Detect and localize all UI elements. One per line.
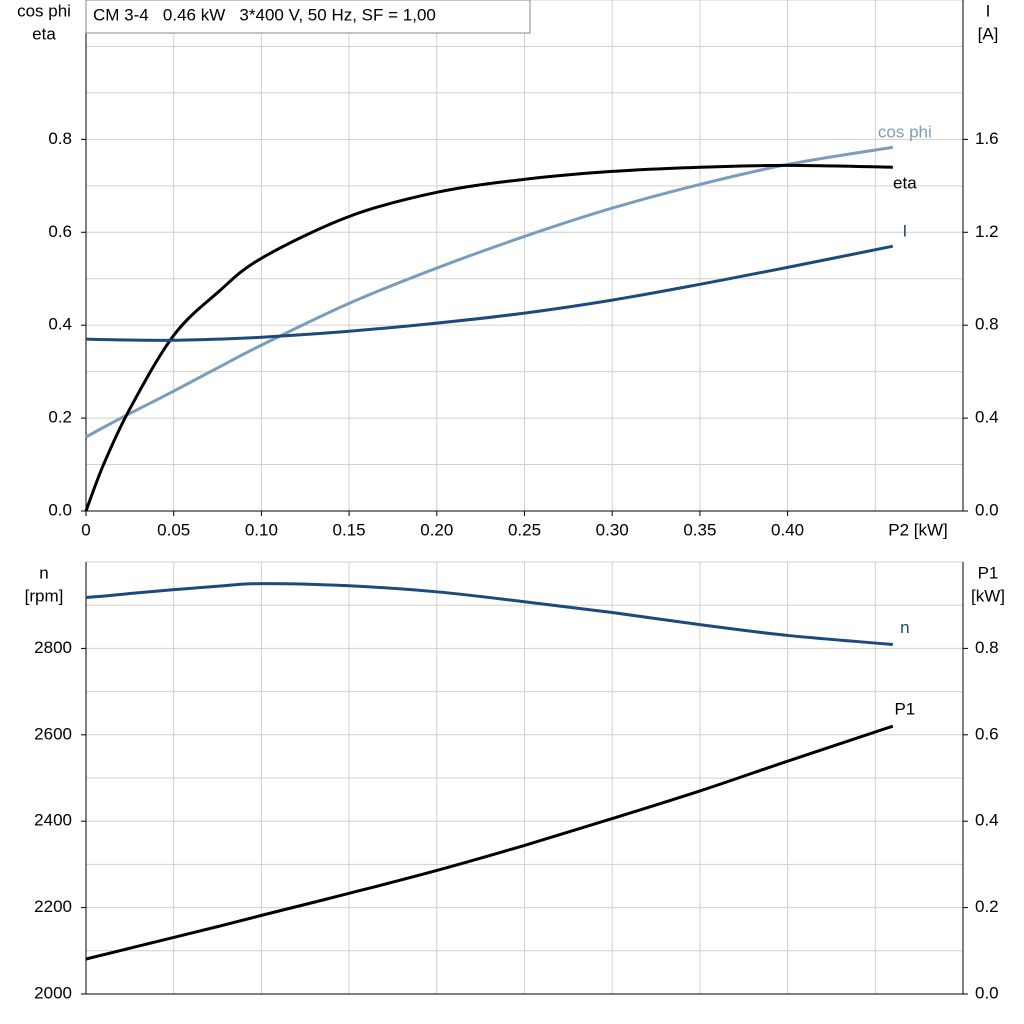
y2-axis-label: [kW] <box>971 586 1005 605</box>
series-label: cos phi <box>878 123 932 142</box>
series-line <box>84 163 893 512</box>
y-tick-label: 0.2 <box>48 408 72 427</box>
y2-axis-label: I <box>986 1 991 20</box>
x-tick-label: 0.15 <box>333 520 366 539</box>
series-line <box>85 582 893 647</box>
y2-tick-label: 1.6 <box>975 129 999 148</box>
chart-title: CM 3-4 0.46 kW 3*400 V, 50 Hz, SF = 1,00 <box>93 5 436 24</box>
y-tick-label: 2000 <box>34 983 72 1002</box>
series-line <box>85 145 894 439</box>
y2-tick-label: 0.8 <box>975 638 999 657</box>
x-tick-label: 0.10 <box>245 520 278 539</box>
series-label: I <box>902 222 907 241</box>
y2-tick-label: 0.2 <box>975 897 999 916</box>
y-tick-label: 0.6 <box>48 222 72 241</box>
series-label: P1 <box>894 700 915 719</box>
x-tick-label: 0.35 <box>683 520 716 539</box>
y2-tick-label: 0.0 <box>975 500 999 519</box>
x-tick-label: 0.25 <box>508 520 541 539</box>
x-tick-label: 0 <box>81 520 90 539</box>
y2-tick-label: 0.4 <box>975 811 999 830</box>
x-axis-label: P2 [kW] <box>888 520 948 539</box>
series-label: n <box>900 618 909 637</box>
y2-tick-label: 0.0 <box>975 983 999 1002</box>
y-tick-label: 2200 <box>34 897 72 916</box>
series-label: eta <box>893 174 917 193</box>
x-tick-label: 0.05 <box>157 520 190 539</box>
x-tick-label: 0.20 <box>420 520 453 539</box>
y-axis-label: eta <box>32 24 56 43</box>
y-tick-label: 2600 <box>34 724 72 743</box>
title-box <box>85 0 531 34</box>
y2-axis-label: P1 <box>978 563 999 582</box>
series-line <box>85 724 894 961</box>
y2-tick-label: 0.8 <box>975 315 999 334</box>
y-tick-label: 0.4 <box>48 315 72 334</box>
y-axis-label: cos phi <box>17 1 71 20</box>
y-tick-label: 0.0 <box>48 500 72 519</box>
y-tick-label: 2800 <box>34 638 72 657</box>
y-axis-label: [rpm] <box>25 586 64 605</box>
y-tick-label: 2400 <box>34 811 72 830</box>
y2-tick-label: 0.4 <box>975 408 999 427</box>
x-tick-label: 0.30 <box>596 520 629 539</box>
y2-axis-label: [A] <box>978 24 999 43</box>
series-line <box>85 244 894 342</box>
y2-tick-label: 0.6 <box>975 724 999 743</box>
y2-tick-label: 1.2 <box>975 222 999 241</box>
y-tick-label: 0.8 <box>48 129 72 148</box>
x-tick-label: 0.40 <box>771 520 804 539</box>
y-axis-label: n <box>39 563 48 582</box>
